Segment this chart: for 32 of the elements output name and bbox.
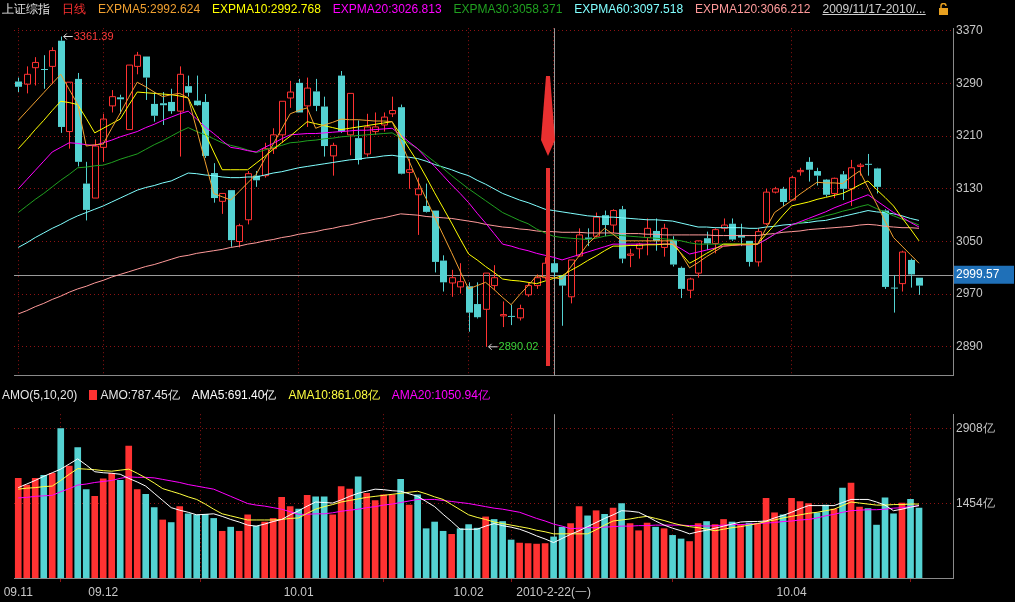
- text: EXPMA20:3026.813: [332, 2, 442, 16]
- y-tick-label: 3290: [956, 75, 984, 90]
- x-tick-label: 10.04: [776, 584, 807, 599]
- y-tick-label: 3370: [956, 23, 984, 38]
- x-tick-label: 09.11: [3, 584, 34, 599]
- x-tick-label: 10.01: [283, 584, 315, 599]
- legend-label: AMO:787.45亿: [100, 386, 180, 404]
- text: AMA5:691.40亿: [191, 386, 277, 404]
- ref-line-label: 2999.57: [956, 267, 1000, 282]
- y-tick-label: 3210: [956, 128, 984, 143]
- x-tick-label: 2010-2-22(一): [516, 584, 591, 599]
- annotation: 3361.39: [73, 29, 114, 42]
- x-tick-label: 10.02: [453, 584, 484, 599]
- annotation: 2890.02: [498, 339, 539, 352]
- text: EXPMA30:3058.371: [453, 2, 563, 16]
- y-tick-label: 3050: [956, 233, 984, 248]
- text: EXPMA120:3066.212: [695, 2, 811, 16]
- y-tick-label: 1454亿: [956, 495, 995, 510]
- y-tick-label: 2908亿: [956, 420, 995, 435]
- y-tick-label: 2890: [956, 339, 984, 354]
- chart-subtitle: 日线: [62, 0, 86, 18]
- text: AMA10:861.08亿: [288, 386, 380, 404]
- y-tick-label: 3130: [956, 181, 984, 196]
- x-tick-label: 09.12: [88, 584, 119, 599]
- chart-title: AMO(5,10,20): [2, 388, 78, 402]
- text: EXPMA5:2992.624: [98, 2, 201, 16]
- text: 2009/11/17-2010/...: [822, 2, 926, 16]
- text: AMA20:1050.94亿: [391, 386, 490, 404]
- text: EXPMA60:3097.518: [574, 2, 684, 16]
- text: EXPMA10:2992.768: [212, 2, 321, 16]
- chart-title: 上证综指: [2, 0, 50, 18]
- y-tick-label: 2970: [956, 286, 984, 301]
